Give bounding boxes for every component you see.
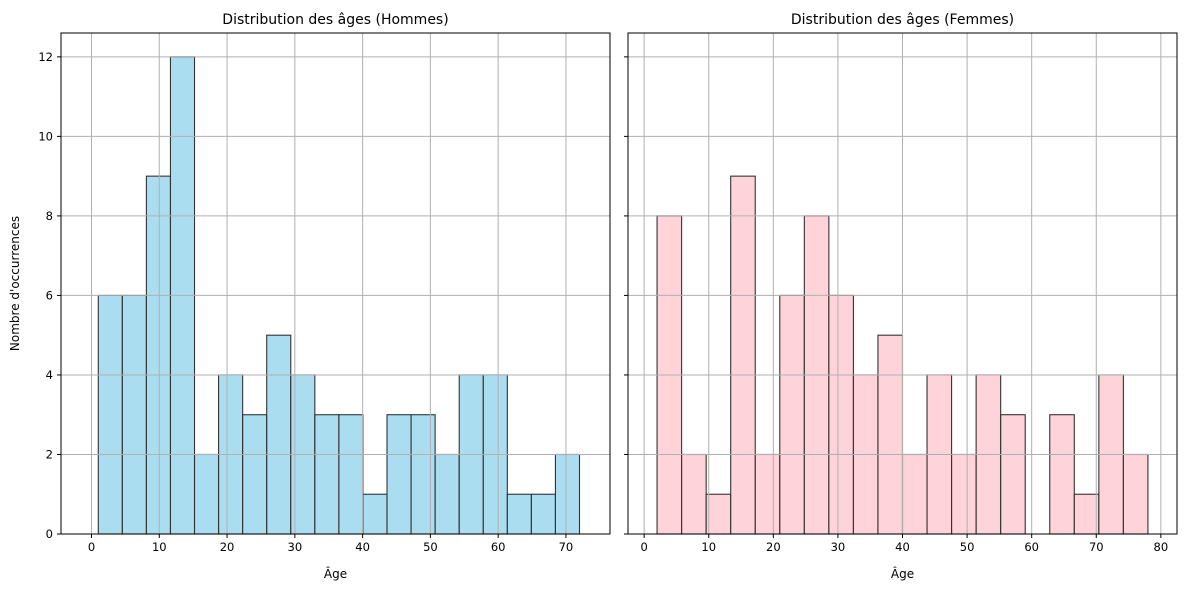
bar-femmes-9 — [877, 334, 904, 535]
x-tick-label-hommes-1: 10 — [152, 540, 167, 554]
bar-femmes-19 — [1122, 453, 1149, 535]
x-tick-label-hommes-6: 60 — [491, 540, 506, 554]
x-tick-label-hommes-2: 20 — [220, 540, 235, 554]
bar-femmes-12 — [951, 453, 977, 535]
bar-femmes-14 — [1000, 414, 1026, 535]
bar-femmes-5 — [779, 294, 805, 535]
x-tick-label-femmes-3: 30 — [831, 540, 846, 554]
bar-hommes-9 — [314, 414, 340, 535]
bar-hommes-4 — [193, 453, 220, 535]
bar-hommes-1 — [121, 294, 147, 535]
x-tick-label-femmes-1: 10 — [701, 540, 716, 554]
bar-hommes-11 — [362, 493, 388, 535]
x-tick-label-hommes-5: 50 — [423, 540, 438, 554]
bar-hommes-7 — [266, 334, 292, 535]
chart-femmes: 0 10 20 30 40 50 60 70 80 Distribution des âges … — [624, 12, 1178, 581]
y-tick-label-hommes-1: 2 — [46, 447, 53, 461]
x-tick-label-femmes-7: 70 — [1089, 540, 1104, 554]
x-tick-label-hommes-3: 30 — [288, 540, 303, 554]
y-tick-label-hommes-4: 8 — [46, 209, 53, 223]
x-tick-label-femmes-8: 80 — [1154, 540, 1169, 554]
y-axis-label-hommes: Nombre d'occurrences — [8, 216, 22, 351]
chart-hommes: 0 10 20 30 40 50 60 70 0 2 4 6 8 10 12 Distribution de… — [8, 12, 611, 581]
bar-femmes-4 — [754, 453, 781, 535]
x-axis-label-femmes: Âge — [891, 566, 914, 581]
bar-femmes-17 — [1073, 493, 1100, 535]
bar-hommes-6 — [242, 414, 268, 535]
x-tick-label-femmes-5: 50 — [960, 540, 975, 554]
bar-hommes-2 — [145, 175, 172, 535]
bar-hommes-13 — [410, 414, 436, 535]
bar-femmes-3 — [730, 175, 756, 535]
chart-title-femmes: Distribution des âges (Femmes) — [791, 12, 1014, 28]
bar-hommes-10 — [338, 414, 364, 535]
x-axis-label-hommes: Âge — [324, 566, 347, 581]
y-tick-label-hommes-5: 10 — [38, 129, 53, 143]
bar-hommes-17 — [506, 493, 532, 535]
bar-femmes-16 — [1049, 414, 1075, 535]
bar-hommes-12 — [386, 414, 412, 535]
x-tick-label-femmes-0: 0 — [640, 540, 647, 554]
bar-hommes-19 — [554, 453, 581, 535]
x-tick-label-hommes-7: 70 — [559, 540, 574, 554]
y-tick-label-hommes-3: 6 — [46, 288, 53, 302]
y-tick-label-hommes-2: 4 — [46, 368, 53, 382]
chart-title-hommes: Distribution des âges (Hommes) — [222, 12, 448, 28]
x-tick-label-hommes-4: 40 — [355, 540, 370, 554]
bar-hommes-18 — [530, 493, 556, 535]
bar-hommes-0 — [97, 294, 123, 535]
x-tick-label-femmes-6: 60 — [1024, 540, 1039, 554]
bar-femmes-1 — [681, 453, 707, 535]
x-tick-label-hommes-0: 0 — [88, 540, 95, 554]
y-tick-label-hommes-6: 12 — [38, 50, 53, 64]
bar-femmes-2 — [705, 493, 732, 535]
plot-frame-hommes — [60, 32, 611, 535]
x-tick-label-femmes-2: 20 — [766, 540, 781, 554]
x-tick-label-femmes-4: 40 — [895, 540, 910, 554]
bar-femmes-7 — [828, 294, 854, 535]
y-tick-label-hommes-0: 0 — [46, 527, 53, 541]
bar-hommes-14 — [434, 453, 460, 535]
bar-femmes-10 — [901, 453, 928, 535]
